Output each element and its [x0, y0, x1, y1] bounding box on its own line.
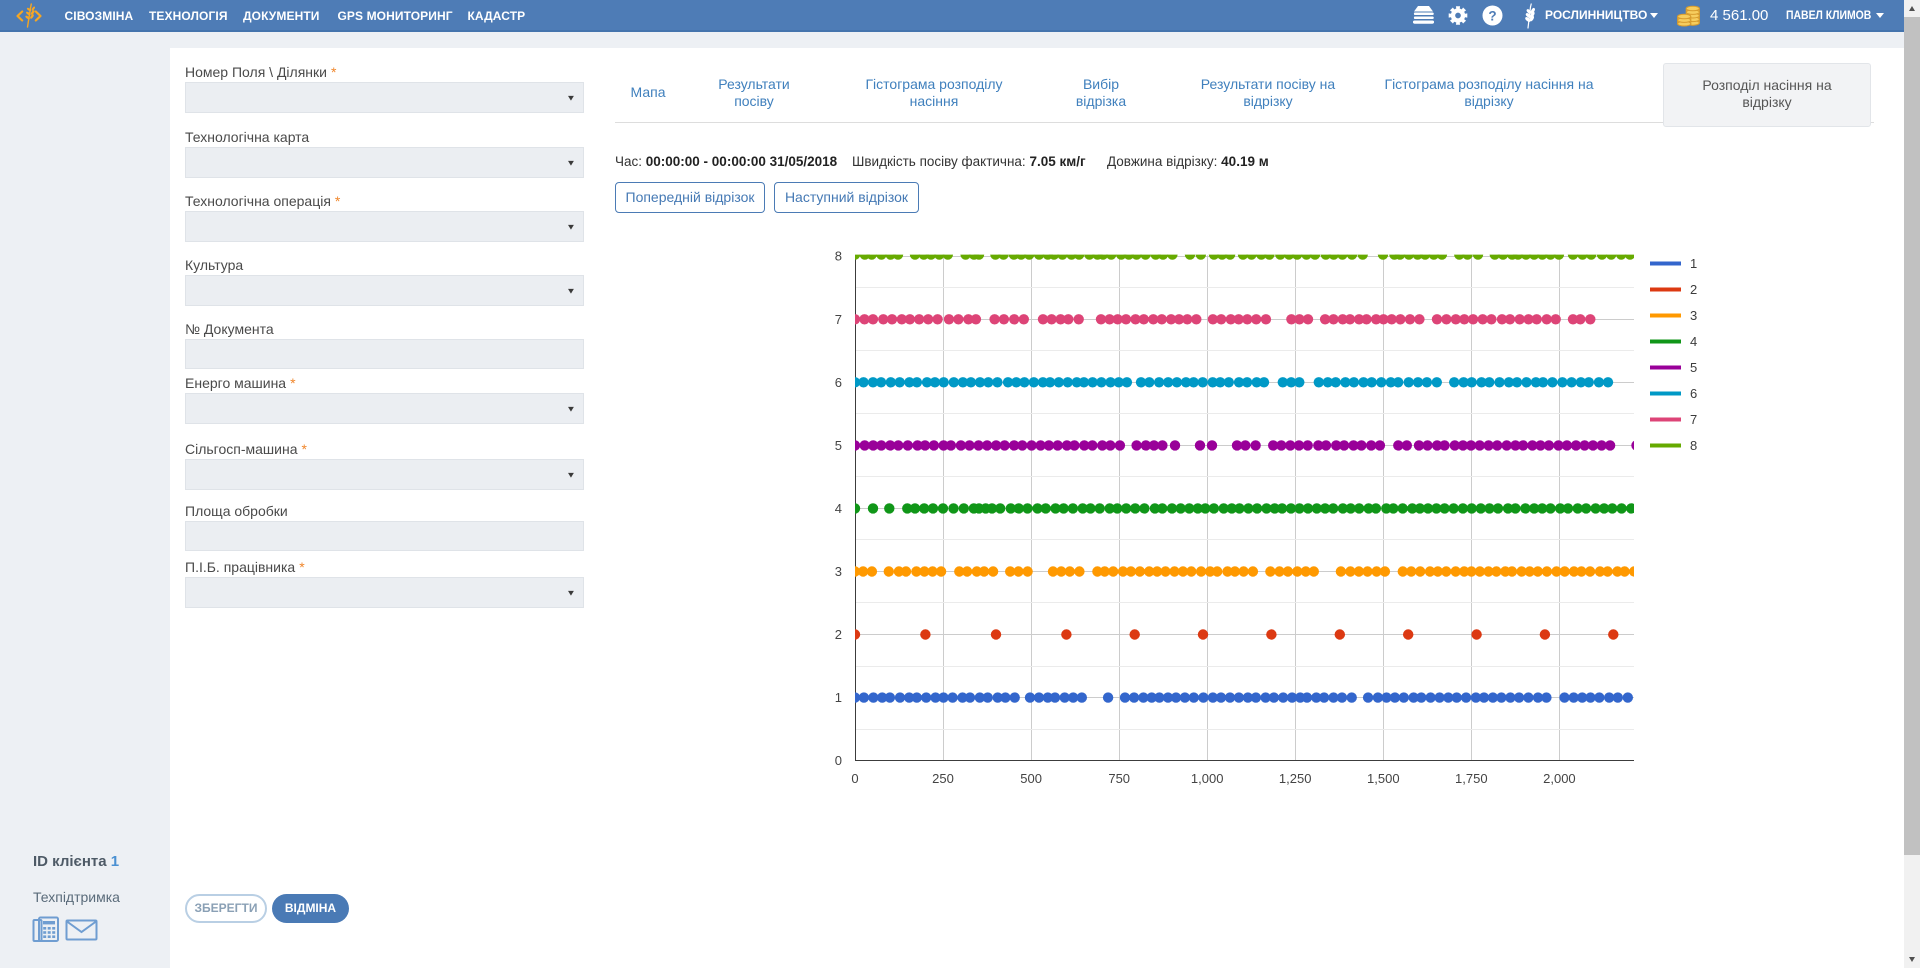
svg-text:2: 2: [1690, 282, 1697, 297]
svg-text:1,250: 1,250: [1279, 771, 1312, 786]
svg-text:7: 7: [835, 312, 842, 327]
svg-text:6: 6: [835, 375, 842, 390]
svg-text:1: 1: [835, 690, 842, 705]
svg-text:2: 2: [835, 627, 842, 642]
svg-text:0: 0: [835, 753, 842, 768]
svg-text:250: 250: [932, 771, 954, 786]
svg-text:3: 3: [835, 564, 842, 579]
svg-text:3: 3: [1690, 308, 1697, 323]
svg-text:?: ?: [1488, 8, 1496, 23]
svg-text:1: 1: [1690, 256, 1697, 271]
svg-text:8: 8: [835, 249, 842, 264]
svg-text:1,000: 1,000: [1191, 771, 1224, 786]
svg-text:500: 500: [1020, 771, 1042, 786]
svg-text:750: 750: [1108, 771, 1130, 786]
svg-text:7: 7: [1690, 412, 1697, 427]
svg-text:2,000: 2,000: [1543, 771, 1576, 786]
svg-text:6: 6: [1690, 386, 1697, 401]
svg-text:4: 4: [1690, 334, 1697, 349]
svg-text:1,500: 1,500: [1367, 771, 1400, 786]
svg-text:4: 4: [835, 501, 842, 516]
svg-text:0: 0: [851, 771, 858, 786]
svg-text:8: 8: [1690, 438, 1697, 453]
svg-text:5: 5: [835, 438, 842, 453]
svg-text:5: 5: [1690, 360, 1697, 375]
svg-text:1,750: 1,750: [1455, 771, 1488, 786]
